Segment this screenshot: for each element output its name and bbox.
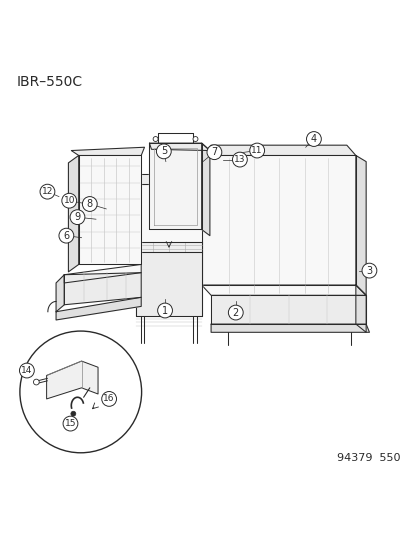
Polygon shape — [201, 143, 209, 236]
Text: 12: 12 — [42, 187, 53, 196]
Circle shape — [153, 136, 158, 141]
Polygon shape — [149, 143, 201, 230]
Circle shape — [70, 210, 85, 224]
Polygon shape — [201, 156, 355, 285]
Text: 10: 10 — [63, 196, 75, 205]
Text: 4: 4 — [310, 134, 316, 144]
Circle shape — [361, 263, 376, 278]
Circle shape — [102, 392, 116, 406]
Polygon shape — [136, 184, 201, 242]
Circle shape — [71, 411, 76, 416]
Circle shape — [249, 143, 264, 158]
Polygon shape — [136, 242, 201, 252]
Text: 13: 13 — [234, 155, 245, 164]
Polygon shape — [64, 264, 141, 283]
Circle shape — [19, 363, 34, 378]
Polygon shape — [201, 145, 355, 156]
Circle shape — [228, 305, 242, 320]
Text: 6: 6 — [63, 231, 69, 241]
Circle shape — [62, 193, 76, 208]
Circle shape — [306, 132, 320, 147]
Text: 94379  550: 94379 550 — [336, 453, 399, 463]
Text: 14: 14 — [21, 366, 33, 375]
Text: 8: 8 — [87, 199, 93, 209]
Polygon shape — [71, 147, 144, 156]
Text: 16: 16 — [103, 394, 114, 403]
Polygon shape — [149, 143, 209, 150]
Text: 9: 9 — [74, 212, 81, 222]
Polygon shape — [56, 297, 141, 320]
Text: 5: 5 — [160, 147, 166, 156]
Text: 2: 2 — [232, 308, 238, 318]
Text: 1: 1 — [161, 305, 168, 316]
Polygon shape — [136, 252, 201, 316]
Circle shape — [82, 197, 97, 212]
Circle shape — [40, 184, 55, 199]
Polygon shape — [56, 274, 64, 312]
Polygon shape — [64, 273, 141, 305]
Polygon shape — [136, 174, 201, 184]
Circle shape — [20, 331, 141, 453]
Text: 7: 7 — [211, 147, 217, 157]
Circle shape — [232, 152, 247, 167]
Polygon shape — [211, 324, 368, 332]
Polygon shape — [355, 156, 365, 295]
Polygon shape — [47, 361, 98, 399]
Polygon shape — [68, 156, 78, 272]
Polygon shape — [211, 295, 365, 324]
Circle shape — [157, 303, 172, 318]
Circle shape — [206, 145, 221, 159]
Circle shape — [33, 379, 39, 385]
Circle shape — [59, 228, 74, 243]
Polygon shape — [201, 285, 365, 295]
Text: IBR–550C: IBR–550C — [17, 75, 83, 90]
Text: 11: 11 — [251, 146, 262, 155]
Text: 15: 15 — [64, 419, 76, 428]
Circle shape — [63, 416, 78, 431]
Circle shape — [156, 144, 171, 159]
Circle shape — [192, 136, 197, 141]
Polygon shape — [355, 285, 365, 332]
Polygon shape — [78, 156, 141, 264]
Text: 3: 3 — [366, 265, 372, 276]
